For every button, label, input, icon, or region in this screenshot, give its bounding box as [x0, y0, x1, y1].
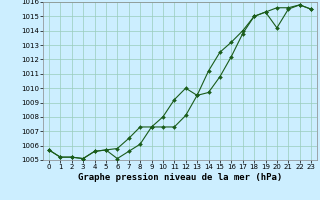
- X-axis label: Graphe pression niveau de la mer (hPa): Graphe pression niveau de la mer (hPa): [78, 173, 282, 182]
